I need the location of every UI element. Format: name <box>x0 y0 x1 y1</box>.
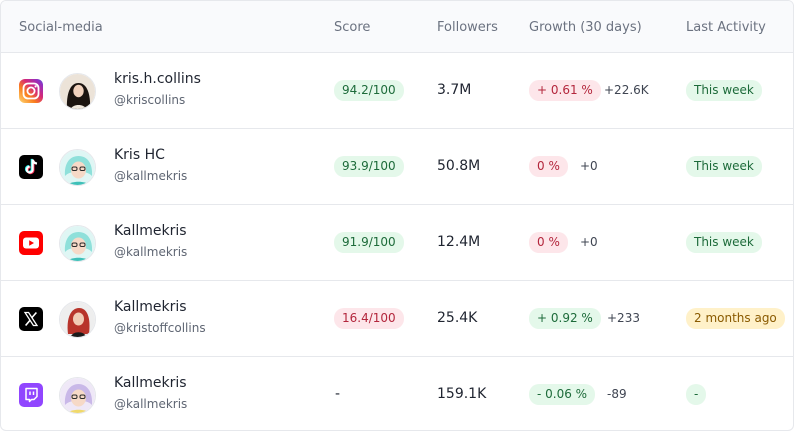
activity-badge: This week <box>686 156 762 177</box>
account-handle: @kallmekris <box>114 169 188 183</box>
column-header-score[interactable]: Score <box>334 20 371 35</box>
score-value: - <box>335 386 341 402</box>
activity-badge: This week <box>686 232 762 253</box>
account-name[interactable]: Kris HC <box>114 147 165 163</box>
growth-badge: 0 % <box>529 156 568 177</box>
growth-badge: 0 % <box>529 232 568 253</box>
activity-badge: This week <box>686 80 762 101</box>
x-icon <box>19 307 43 331</box>
column-header-social-media[interactable]: Social-media <box>19 20 103 35</box>
account-handle: @kallmekris <box>114 245 188 259</box>
account-handle: @kriscollins <box>114 93 186 107</box>
growth-badge: + 0.61 % <box>529 80 601 101</box>
account-handle: @kristoffcollins <box>114 321 206 335</box>
growth-delta: +22.6K <box>604 83 649 97</box>
activity-badge: - <box>686 384 707 405</box>
growth-delta: -89 <box>607 387 627 401</box>
avatar <box>59 377 96 414</box>
growth-badge: - 0.06 % <box>529 384 596 405</box>
growth-delta: +0 <box>580 235 598 249</box>
avatar <box>59 73 96 110</box>
instagram-icon <box>19 79 43 103</box>
table-row[interactable]: Kallmekris @kallmekris - 159.1K - 0.06 %… <box>1 357 793 430</box>
score-badge: 94.2/100 <box>334 80 404 101</box>
column-header-growth[interactable]: Growth (30 days) <box>529 20 642 35</box>
followers-count: 159.1K <box>437 386 487 402</box>
twitch-icon <box>19 383 43 407</box>
youtube-icon <box>19 231 43 255</box>
tiktok-icon <box>19 155 43 179</box>
followers-count: 3.7M <box>437 82 472 98</box>
followers-count: 12.4M <box>437 234 481 250</box>
account-handle: @kallmekris <box>114 397 188 411</box>
followers-count: 50.8M <box>437 158 481 174</box>
account-name[interactable]: Kallmekris <box>114 375 187 391</box>
growth-delta: +233 <box>607 311 640 325</box>
followers-count: 25.4K <box>437 310 478 326</box>
growth-badge: + 0.92 % <box>529 308 601 329</box>
column-header-followers[interactable]: Followers <box>437 20 498 35</box>
account-name[interactable]: kris.h.collins <box>114 71 201 87</box>
table-row[interactable]: Kallmekris @kristoffcollins 16.4/100 25.… <box>1 281 793 357</box>
avatar <box>59 149 96 186</box>
score-badge: 91.9/100 <box>334 232 404 253</box>
table-header: Social-media Score Followers Growth (30 … <box>1 1 793 53</box>
growth-delta: +0 <box>580 159 598 173</box>
account-name[interactable]: Kallmekris <box>114 299 187 315</box>
table-row[interactable]: Kallmekris @kallmekris 91.9/100 12.4M 0 … <box>1 205 793 281</box>
column-header-last-activity[interactable]: Last Activity <box>686 20 766 35</box>
score-badge: 16.4/100 <box>334 308 404 329</box>
score-badge: 93.9/100 <box>334 156 404 177</box>
account-name[interactable]: Kallmekris <box>114 223 187 239</box>
table-row[interactable]: kris.h.collins @kriscollins 94.2/100 3.7… <box>1 53 793 129</box>
activity-badge: 2 months ago <box>686 308 785 329</box>
avatar <box>59 301 96 338</box>
avatar <box>59 225 96 262</box>
table-row[interactable]: Kris HC @kallmekris 93.9/100 50.8M 0 % +… <box>1 129 793 205</box>
